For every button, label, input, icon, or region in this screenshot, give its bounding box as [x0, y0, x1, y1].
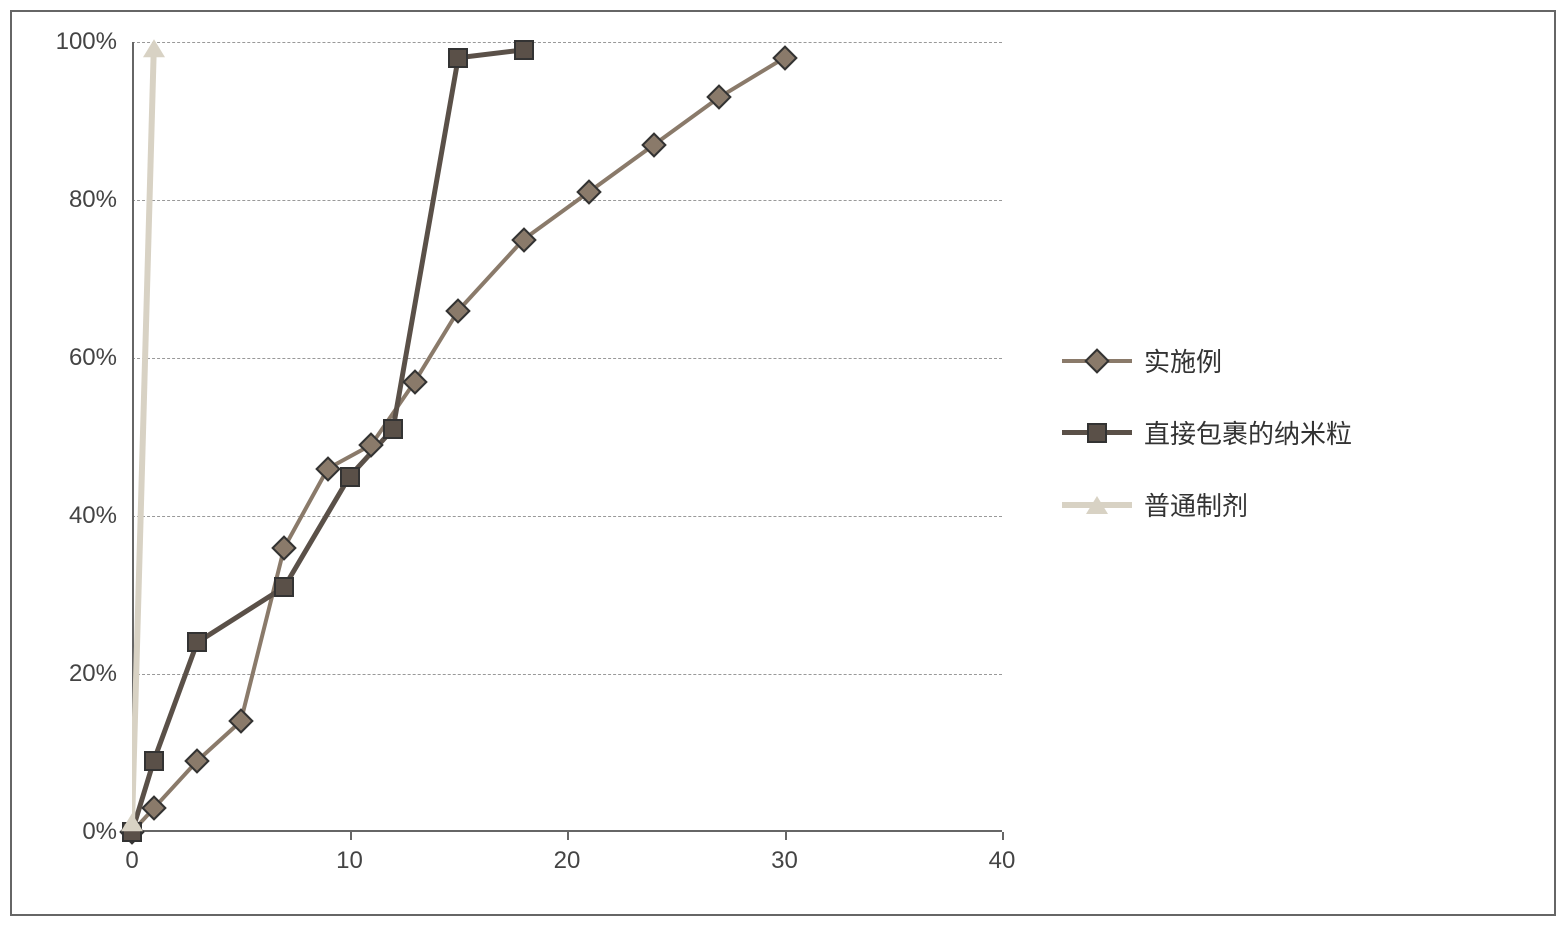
y-axis-label: 0% [82, 818, 117, 846]
x-tick-mark [785, 832, 787, 840]
gridline-horizontal [132, 516, 1002, 517]
gridline-horizontal [132, 200, 1002, 201]
x-tick-mark [350, 832, 352, 840]
legend-label: 直接包裹的纳米粒 [1144, 414, 1352, 451]
x-axis-label: 10 [336, 847, 363, 875]
series-line-2 [132, 50, 154, 824]
y-axis-label: 40% [69, 502, 117, 530]
legend-line [1062, 430, 1132, 435]
gridline-horizontal [132, 358, 1002, 359]
x-axis-label: 20 [554, 847, 581, 875]
legend-label: 实施例 [1144, 342, 1222, 379]
plot-area: 0%20%40%60%80%100% 010203040 [132, 42, 1002, 832]
x-axis-label: 0 [125, 847, 138, 875]
gridline-horizontal [132, 674, 1002, 675]
legend-marker [1086, 496, 1108, 514]
legend-item: 直接包裹的纳米粒 [1062, 414, 1352, 451]
y-axis-label: 100% [56, 28, 117, 56]
legend-label: 普通制剂 [1144, 486, 1248, 523]
series-line-1 [132, 50, 524, 832]
x-axis-label: 40 [989, 847, 1016, 875]
legend-marker [1087, 423, 1107, 443]
x-tick-mark [1002, 832, 1004, 840]
legend-item: 普通制剂 [1062, 486, 1352, 523]
x-tick-mark [567, 832, 569, 840]
legend-item: 实施例 [1062, 342, 1352, 379]
y-axis [132, 42, 134, 832]
legend-line [1062, 359, 1132, 363]
series-lines [132, 42, 1002, 832]
chart-container: 0%20%40%60%80%100% 010203040 实施例直接包裹的纳米粒… [10, 10, 1556, 916]
legend: 实施例直接包裹的纳米粒普通制剂 [1062, 342, 1352, 523]
legend-marker [1088, 352, 1106, 370]
x-axis-label: 30 [771, 847, 798, 875]
y-axis-label: 80% [69, 186, 117, 214]
series-line-0 [132, 58, 785, 832]
y-axis-label: 60% [69, 344, 117, 372]
gridline-horizontal [132, 42, 1002, 43]
legend-line [1062, 502, 1132, 508]
y-axis-label: 20% [69, 660, 117, 688]
